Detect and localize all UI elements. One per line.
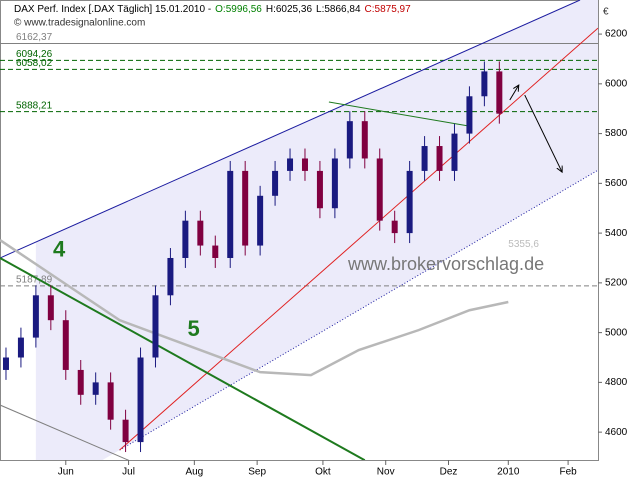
trend-line: [0, 404, 129, 460]
trend-line: [0, 0, 581, 259]
wave-label: 4: [53, 236, 66, 261]
trend-line: [119, 27, 598, 451]
candle-body: [257, 195, 264, 246]
trend-line: [328, 101, 470, 127]
y-tick-label: 5800: [605, 128, 628, 139]
header: DAX Perf. Index [.DAX Täglich] 15.01.201…: [14, 4, 411, 15]
channel-band: [35, 0, 598, 460]
y-tick-label: 5600: [605, 178, 628, 189]
candle-body: [197, 220, 204, 246]
x-tick-label: Jul: [122, 467, 135, 478]
x-tick-label: Jun: [58, 467, 74, 478]
candle-body: [107, 382, 114, 420]
candle-body: [122, 419, 129, 443]
trend-line: [0, 239, 509, 377]
candle-body: [242, 170, 249, 246]
y-tick-label: 5200: [605, 278, 628, 289]
candle-body: [466, 96, 473, 134]
candle-body: [137, 357, 144, 443]
x-tick-label: Sep: [248, 467, 266, 478]
candle-body: [301, 158, 308, 171]
arrow: [524, 94, 562, 172]
candle-body: [391, 220, 398, 234]
candle-body: [17, 337, 24, 358]
level-label: 5888,21: [16, 100, 53, 111]
candle-body: [316, 170, 323, 209]
title: DAX Perf. Index [.DAX Täglich] 15.01.201…: [14, 4, 211, 15]
candle-body: [496, 71, 503, 114]
candle-body: [272, 170, 279, 196]
quote-value: O:5996,56: [215, 4, 262, 15]
candle-body: [212, 245, 219, 258]
candle-body: [287, 158, 294, 171]
arrow: [509, 85, 519, 101]
quote-value: C:5875,97: [365, 4, 412, 15]
level-label: 6058,02: [16, 58, 53, 69]
candle-body: [376, 158, 383, 221]
candle-body: [451, 133, 458, 171]
y-tick-label: 4600: [605, 427, 628, 438]
candle-body: [361, 121, 368, 159]
quote-value: H:6025,36: [266, 4, 313, 15]
candle-body: [436, 146, 443, 171]
candle-body: [62, 320, 69, 370]
x-tick-label: Feb: [559, 467, 577, 478]
level-label: 5187,89: [16, 275, 53, 286]
candle-body: [227, 170, 234, 258]
y-tick-label: 5000: [605, 327, 628, 338]
x-tick-label: Dez: [440, 467, 458, 478]
candle-body: [2, 357, 9, 370]
copyright: © www.tradesignalonline.com: [14, 18, 145, 29]
candle-body: [182, 220, 189, 258]
level-label: 6094,26: [16, 49, 53, 60]
y-tick-label: 4800: [605, 377, 628, 388]
x-tick-label: 2010: [497, 467, 520, 478]
x-tick-label: Nov: [377, 467, 395, 478]
y-tick-label: 5400: [605, 228, 628, 239]
y-tick-label: 6200: [605, 29, 628, 40]
x-tick-label: Okt: [315, 467, 331, 478]
candle-body: [32, 295, 39, 338]
y-tick-label: 6000: [605, 78, 628, 89]
channel-label: 5355,6: [508, 239, 539, 250]
candle-body: [481, 71, 488, 97]
trend-line: [0, 257, 366, 460]
candle-body: [77, 369, 84, 395]
candle-body: [421, 146, 428, 171]
quote-value: L:5866,84: [316, 4, 361, 15]
watermark: www.brokervorschlag.de: [347, 254, 544, 274]
currency: €: [603, 7, 609, 18]
candle-body: [346, 121, 353, 159]
candle-body: [47, 295, 54, 321]
candle-body: [152, 295, 159, 358]
candle-body: [167, 257, 174, 296]
candle-body: [331, 158, 338, 209]
plot-frame: [0, 0, 599, 461]
level-label: 6162,37: [16, 32, 53, 43]
wave-label: 5: [188, 316, 200, 341]
candle-body: [92, 382, 99, 395]
candle-body: [406, 170, 413, 234]
x-tick-label: Aug: [185, 467, 203, 478]
